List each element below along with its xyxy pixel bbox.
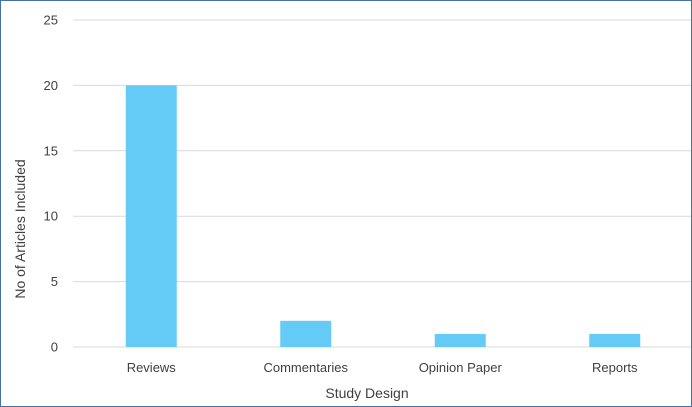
bar-reviews [125, 85, 177, 348]
y-tick-label: 15 [44, 143, 58, 158]
x-tick-label: Opinion Paper [419, 360, 503, 375]
y-tick-labels: 0 5 10 15 20 25 [44, 13, 58, 355]
x-tick-labels: Reviews Commentaries Opinion Paper Reports [127, 360, 638, 375]
y-axis-title: No of Articles Included [12, 159, 28, 298]
y-tick-label: 5 [51, 274, 58, 289]
bar-opinion-paper [434, 333, 486, 347]
x-tick-label: Commentaries [263, 360, 348, 375]
y-tick-label: 0 [51, 340, 58, 355]
bar-layer [125, 85, 641, 348]
y-tick-label: 20 [44, 78, 58, 93]
y-tick-label: 25 [44, 13, 58, 28]
bar-reports [589, 333, 641, 347]
x-tick-label: Reviews [127, 360, 177, 375]
bar-commentaries [280, 320, 332, 347]
x-tick-label: Reports [592, 360, 638, 375]
x-axis-title: Study Design [325, 385, 408, 401]
y-tick-label: 10 [44, 209, 58, 224]
